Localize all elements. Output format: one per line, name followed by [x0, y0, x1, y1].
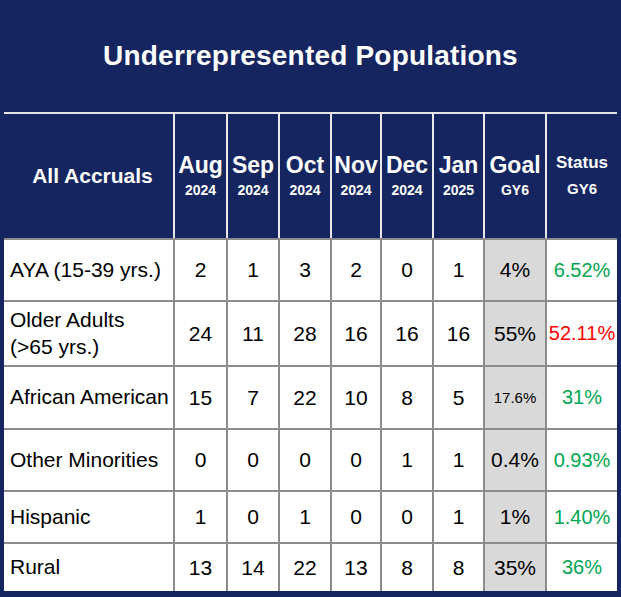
column-header-status: Status GY6: [545, 114, 617, 238]
cell-african-american-aug: 15: [173, 365, 226, 428]
cell-aya-nov: 2: [330, 238, 380, 300]
cell-other-minorities-nov: 0: [330, 428, 380, 490]
cell-older-adults-goal: 55%: [483, 300, 545, 365]
column-header-aug-2024: Aug 2024: [173, 114, 226, 238]
cell-aya-aug: 2: [173, 238, 226, 300]
year-label: 2024: [185, 183, 216, 198]
cell-older-adults-status: 52.11%: [545, 300, 617, 365]
cell-rural-jan: 8: [432, 542, 483, 591]
year-label: 2024: [289, 183, 320, 198]
cell-hispanic-sep: 0: [226, 490, 278, 542]
column-header-sep-2024: Sep 2024: [226, 114, 278, 238]
cell-rural-sep: 14: [226, 542, 278, 591]
cell-rural-aug: 13: [173, 542, 226, 591]
month-label: Nov: [334, 153, 377, 178]
month-label: Sep: [232, 153, 274, 178]
cell-rural-nov: 13: [330, 542, 380, 591]
cell-hispanic-nov: 0: [330, 490, 380, 542]
cell-older-adults-dec: 16: [380, 300, 432, 365]
cell-older-adults-oct: 28: [278, 300, 330, 365]
cell-african-american-oct: 22: [278, 365, 330, 428]
goal-header-sub: GY6: [501, 183, 529, 198]
column-header-dec-2024: Dec 2024: [380, 114, 432, 238]
row-label-african-american: African American: [4, 365, 173, 428]
cell-older-adults-sep: 11: [226, 300, 278, 365]
cell-other-minorities-oct: 0: [278, 428, 330, 490]
cell-rural-oct: 22: [278, 542, 330, 591]
month-label: Jan: [439, 153, 479, 178]
cell-african-american-jan: 5: [432, 365, 483, 428]
cell-rural-goal: 35%: [483, 542, 545, 591]
year-label: 2024: [391, 183, 422, 198]
cell-aya-sep: 1: [226, 238, 278, 300]
cell-rural-status: 36%: [545, 542, 617, 591]
corner-header-label: All Accruals: [32, 164, 153, 188]
year-label: 2025: [443, 183, 474, 198]
column-header-jan-2025: Jan 2025: [432, 114, 483, 238]
column-header-nov-2024: Nov 2024: [330, 114, 380, 238]
cell-hispanic-status: 1.40%: [545, 490, 617, 542]
month-label: Dec: [386, 153, 428, 178]
row-label-hispanic: Hispanic: [4, 490, 173, 542]
page-title: Underrepresented Populations: [103, 40, 518, 72]
status-header-label: Status: [556, 154, 608, 173]
cell-hispanic-jan: 1: [432, 490, 483, 542]
row-label-other-minorities: Other Minorities: [4, 428, 173, 490]
month-label: Oct: [286, 153, 324, 178]
goal-header-label: Goal: [489, 153, 540, 178]
row-label-older-adults: Older Adults (>65 yrs.): [4, 300, 173, 365]
cell-older-adults-aug: 24: [173, 300, 226, 365]
cell-aya-oct: 3: [278, 238, 330, 300]
cell-other-minorities-sep: 0: [226, 428, 278, 490]
column-header-goal: Goal GY6: [483, 114, 545, 238]
column-header-oct-2024: Oct 2024: [278, 114, 330, 238]
status-header-sub: GY6: [567, 181, 597, 198]
cell-african-american-dec: 8: [380, 365, 432, 428]
cell-other-minorities-dec: 1: [380, 428, 432, 490]
underrepresented-populations-slide: Underrepresented Populations All Accrual…: [0, 0, 621, 597]
cell-other-minorities-status: 0.93%: [545, 428, 617, 490]
cell-rural-dec: 8: [380, 542, 432, 591]
year-label: 2024: [340, 183, 371, 198]
column-header-all-accruals: All Accruals: [4, 114, 173, 238]
year-label: 2024: [237, 183, 268, 198]
cell-hispanic-oct: 1: [278, 490, 330, 542]
cell-african-american-sep: 7: [226, 365, 278, 428]
cell-hispanic-goal: 1%: [483, 490, 545, 542]
cell-african-american-nov: 10: [330, 365, 380, 428]
cell-aya-jan: 1: [432, 238, 483, 300]
cell-older-adults-jan: 16: [432, 300, 483, 365]
month-label: Aug: [178, 153, 223, 178]
cell-older-adults-nov: 16: [330, 300, 380, 365]
row-label-rural: Rural: [4, 542, 173, 591]
cell-aya-goal: 4%: [483, 238, 545, 300]
accruals-table-frame: All Accruals Aug 2024 Sep 2024 Oct 2024 …: [0, 112, 621, 597]
cell-other-minorities-aug: 0: [173, 428, 226, 490]
accruals-table: All Accruals Aug 2024 Sep 2024 Oct 2024 …: [4, 112, 617, 591]
cell-other-minorities-jan: 1: [432, 428, 483, 490]
title-banner: Underrepresented Populations: [0, 0, 621, 112]
cell-other-minorities-goal: 0.4%: [483, 428, 545, 490]
cell-african-american-status: 31%: [545, 365, 617, 428]
cell-aya-dec: 0: [380, 238, 432, 300]
cell-african-american-goal: 17.6%: [483, 365, 545, 428]
cell-hispanic-aug: 1: [173, 490, 226, 542]
cell-aya-status: 6.52%: [545, 238, 617, 300]
row-label-aya: AYA (15-39 yrs.): [4, 238, 173, 300]
cell-hispanic-dec: 0: [380, 490, 432, 542]
